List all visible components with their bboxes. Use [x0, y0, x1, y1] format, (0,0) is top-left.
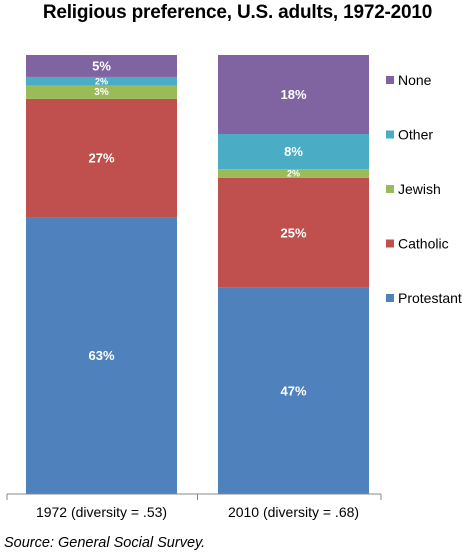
- legend-label-jewish: Jewish: [398, 181, 441, 197]
- data-label-jewish-1: 3%: [94, 87, 109, 98]
- bar-segment-none-1: [26, 55, 177, 77]
- legend-swatch-none: [386, 76, 394, 84]
- legend-swatch-catholic: [386, 239, 394, 248]
- data-label-protestant-1: 63%: [88, 348, 114, 363]
- x-tick-label-2: 2010 (diversity = .68): [228, 504, 359, 520]
- legend-swatch-jewish: [386, 185, 394, 193]
- bar-segment-catholic-2: [218, 177, 369, 288]
- bars-layer: [26, 55, 369, 494]
- data-labels-layer: 63%27%3%2%5%47%25%2%8%18%: [88, 58, 306, 398]
- legend-label-protestant: Protestant: [398, 290, 462, 306]
- bar-segment-other-2: [218, 134, 369, 170]
- data-label-catholic-1: 27%: [88, 151, 114, 166]
- source-note: Source: General Social Survey.: [4, 535, 206, 551]
- bar-segment-jewish-2: [218, 169, 369, 178]
- data-label-catholic-2: 25%: [280, 225, 306, 240]
- data-label-protestant-2: 47%: [280, 383, 306, 398]
- bar-segment-protestant-1: [26, 217, 177, 494]
- bar-segment-other-1: [26, 76, 177, 86]
- data-label-other-2: 8%: [284, 144, 303, 159]
- bar-segment-jewish-1: [26, 85, 177, 99]
- bar-segment-none-2: [218, 55, 369, 135]
- x-tick-label-1: 1972 (diversity = .53): [36, 504, 167, 520]
- legend: None Other Jewish Catholic Protestant: [386, 72, 462, 306]
- x-axis: 1972 (diversity = .53) 2010 (diversity = …: [6, 493, 382, 520]
- data-label-none-2: 18%: [280, 87, 306, 102]
- data-label-jewish-2: 2%: [287, 169, 300, 179]
- legend-label-catholic: Catholic: [398, 236, 449, 252]
- legend-label-other: Other: [398, 127, 433, 143]
- bar-segment-catholic-1: [26, 98, 177, 218]
- data-label-none-1: 5%: [92, 58, 111, 73]
- bar-segment-protestant-2: [218, 287, 369, 494]
- data-label-other-1: 2%: [95, 76, 108, 86]
- chart-title: Religious preference, U.S. adults, 1972-…: [42, 2, 433, 23]
- legend-swatch-other: [386, 130, 394, 139]
- legend-label-none: None: [398, 72, 432, 88]
- legend-swatch-protestant: [386, 294, 394, 302]
